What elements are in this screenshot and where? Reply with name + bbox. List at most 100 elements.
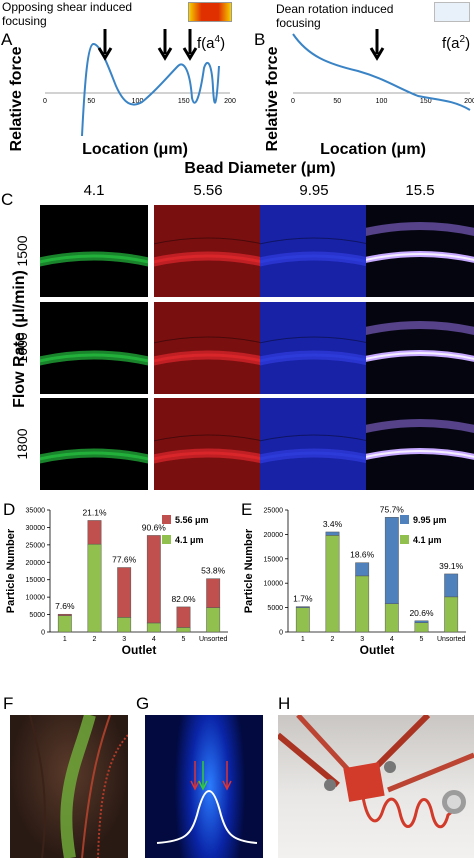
panel-b: Dean rotation induced focusing B Relativ… xyxy=(238,0,474,168)
bar-segment xyxy=(57,613,72,616)
panel-g-letter: G xyxy=(136,694,150,713)
panel-a-plot: 0 50 100 150 200 xyxy=(43,29,236,137)
x-tick-label: 2 xyxy=(93,636,97,643)
panel-a-inset xyxy=(188,2,232,22)
micrograph-tile xyxy=(154,398,262,490)
y-tick-label: 0 xyxy=(41,630,45,637)
y-tick-label: 25000 xyxy=(264,508,284,515)
bar-segment xyxy=(444,573,459,598)
axis-tick-label: 50 xyxy=(333,98,341,105)
axis-tick-label: 0 xyxy=(43,98,47,105)
panel-a-ticks: 0 50 100 150 200 xyxy=(43,98,236,105)
panel-b-xlabel: Location (μm) xyxy=(320,141,426,158)
bar-percent-label: 3.4% xyxy=(323,519,343,529)
bar-segment xyxy=(295,607,310,633)
panel-b-formula-exp: 2 xyxy=(459,34,466,45)
micrograph-tile xyxy=(260,398,368,490)
row-label: 1800 xyxy=(14,428,30,460)
y-tick-label: 15000 xyxy=(26,577,46,584)
bar-percent-label: 18.6% xyxy=(350,550,375,560)
bar-segment xyxy=(146,535,161,624)
x-axis-label: Outlet xyxy=(122,643,157,656)
bar-percent-label: 39.1% xyxy=(439,561,464,571)
bar-segment xyxy=(384,517,399,604)
bar-percent-label: 77.6% xyxy=(112,555,137,565)
bar-segment xyxy=(355,575,370,633)
axis-tick-label: 50 xyxy=(87,98,95,105)
x-tick-label: 1 xyxy=(63,636,67,643)
axis-tick-label: 200 xyxy=(464,98,474,105)
panel-b-arrow xyxy=(369,29,385,61)
panel-c-letter: C xyxy=(1,190,14,209)
y-tick-label: 30000 xyxy=(26,525,46,532)
panel-a-formula-close: ) xyxy=(220,35,226,52)
panel-c: Bead Diameter (μm) C Flow Rate (μl/min) … xyxy=(0,160,474,490)
panel-b-plot: 0 50 100 150 200 xyxy=(291,29,474,111)
micrograph-tile xyxy=(154,205,262,297)
y-tick-label: 35000 xyxy=(26,508,46,515)
bar-segment xyxy=(87,543,102,633)
micrograph-tile xyxy=(260,302,368,394)
y-tick-label: 10000 xyxy=(26,595,46,602)
bar-segment xyxy=(355,562,370,577)
panel-b-letter: B xyxy=(254,30,266,49)
panel-b-formula-close: ) xyxy=(465,35,471,52)
bar-segment xyxy=(117,617,132,633)
panel-a-formula-base: f(a xyxy=(197,35,215,52)
x-tick-label: Unsorted xyxy=(199,636,228,643)
x-tick-label: Unsorted xyxy=(437,636,466,643)
axis-tick-label: 150 xyxy=(420,98,432,105)
micrograph-tile xyxy=(260,205,368,297)
bar-segment xyxy=(87,520,102,545)
row-label: 1500 xyxy=(14,235,30,267)
x-axis-label: Outlet xyxy=(360,643,395,656)
legend-swatch xyxy=(400,535,409,544)
bar-segment xyxy=(295,606,310,608)
bar-percent-label: 75.7% xyxy=(380,504,405,514)
x-tick-label: 5 xyxy=(420,636,424,643)
panel-e-letter: E xyxy=(241,500,253,519)
bar-segment xyxy=(384,603,399,633)
bar-segment xyxy=(206,578,221,608)
bar-segment xyxy=(444,596,459,633)
bar-segment xyxy=(206,607,221,633)
micrograph-tile xyxy=(366,398,474,490)
axis-tick-label: 200 xyxy=(224,98,236,105)
bar-segment xyxy=(176,627,191,633)
legend-swatch xyxy=(162,515,171,524)
axis-tick-label: 100 xyxy=(132,98,144,105)
y-tick-label: 15000 xyxy=(264,556,284,563)
x-tick-label: 4 xyxy=(152,636,156,643)
bar-segment xyxy=(146,622,161,633)
panel-a-arrow-1 xyxy=(97,29,113,61)
x-tick-label: 2 xyxy=(331,636,335,643)
bar-segment xyxy=(176,606,191,628)
bar-segment xyxy=(117,567,132,618)
panel-e-chart: 0 5000 10000 15000 20000 25000 1.7% 1 3.4% 2 18.6%… xyxy=(243,504,466,656)
legend-label: 9.95 μm xyxy=(413,515,447,525)
legend-swatch xyxy=(162,535,171,544)
panel-b-formula: f(a2) xyxy=(442,34,470,52)
y-axis-label: Particle Number xyxy=(243,528,255,613)
x-tick-label: 4 xyxy=(390,636,394,643)
panel-d-chart: 0 5000 10000 15000 20000 25000 30000 35000 7.6% 1… xyxy=(5,507,228,656)
y-tick-label: 20000 xyxy=(26,560,46,567)
panel-a-arrow-2 xyxy=(157,29,173,61)
y-tick-label: 25000 xyxy=(26,542,46,549)
bar-percent-label: 21.1% xyxy=(82,507,107,517)
y-tick-label: 0 xyxy=(279,630,283,637)
panel-b-formula-base: f(a xyxy=(442,35,460,52)
panel-b-ticks: 0 50 100 150 200 xyxy=(291,98,474,105)
axis-tick-label: 150 xyxy=(178,98,190,105)
column-header: 5.56 xyxy=(193,182,223,199)
micrograph-tile xyxy=(154,302,262,394)
panel-d-letter: D xyxy=(3,500,16,519)
bar-segment xyxy=(414,622,429,633)
micrograph-tile xyxy=(40,302,148,394)
legend-label: 4.1 μm xyxy=(175,535,204,545)
panel-b-annotation: Dean rotation induced focusing xyxy=(276,2,394,30)
column-header: 4.1 xyxy=(83,182,105,199)
bar-segment xyxy=(325,531,340,536)
panel-c-title: Bead Diameter (μm) xyxy=(184,160,336,177)
micrograph-tile xyxy=(40,205,148,297)
